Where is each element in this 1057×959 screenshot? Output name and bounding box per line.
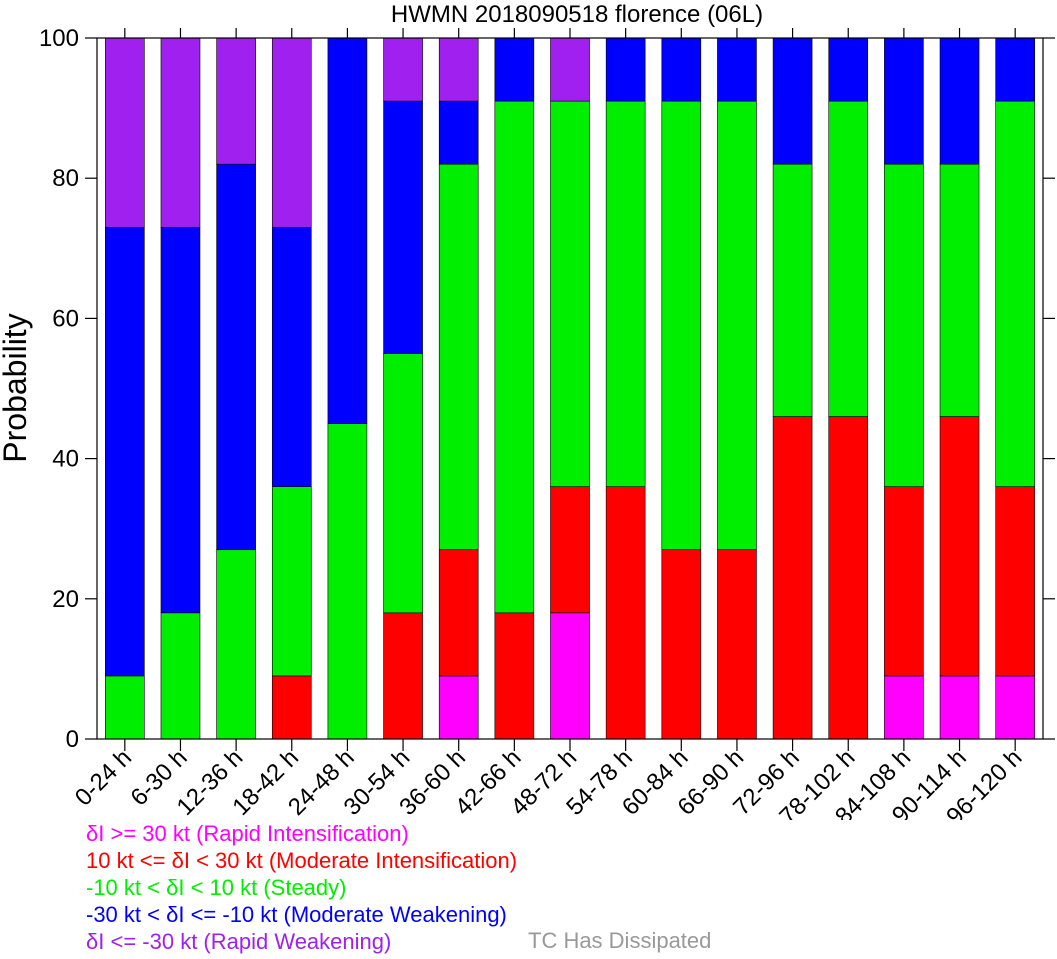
bar-segment-mw-11 <box>717 37 757 102</box>
bar-segment-mw-14 <box>884 37 924 165</box>
bar-segment-st-6 <box>438 163 479 551</box>
bar-segment-mw-13 <box>828 37 869 102</box>
bar-segment-st-2 <box>216 549 256 740</box>
bar-segment-ri-16 <box>995 675 1035 740</box>
bar-segment-rw-1 <box>160 37 201 228</box>
bar-segment-mi-6 <box>438 549 479 677</box>
bar-segment-mw-10 <box>661 37 702 102</box>
bar-segment-mw-3 <box>271 226 312 487</box>
bar-segment-mi-11 <box>717 549 757 740</box>
bar-segment-mw-0 <box>105 226 145 677</box>
legend: δI >= 30 kt (Rapid Intensification) 10 k… <box>86 820 517 955</box>
bar-segment-mw-15 <box>939 37 980 165</box>
legend-moderate-intensification: 10 kt <= δI < 30 kt (Moderate Intensific… <box>86 848 518 873</box>
bar-segment-st-16 <box>995 100 1035 487</box>
bar-segment-mi-10 <box>661 549 702 740</box>
bar-segment-rw-3 <box>271 37 312 228</box>
bar-segment-mi-9 <box>605 486 646 740</box>
y-tick-label-40: 40 <box>52 446 79 473</box>
bar-segment-ri-14 <box>884 675 924 740</box>
y-tick-label-0: 0 <box>66 726 79 753</box>
bar-segment-st-15 <box>939 163 980 417</box>
bar-segment-st-0 <box>105 675 145 740</box>
legend-tc-dissipated: TC Has Dissipated <box>528 928 712 953</box>
bar-segment-rw-6 <box>438 37 479 102</box>
bar-segment-st-13 <box>828 100 869 417</box>
bar-segment-mw-16 <box>995 37 1035 102</box>
x-tick-label-0: 0-24 h <box>70 744 137 811</box>
bar-segment-st-7 <box>494 100 535 614</box>
legend-steady: -10 kt < δI < 10 kt (Steady) <box>86 875 347 900</box>
bar-segment-mw-5 <box>383 100 423 354</box>
bar-segment-mw-6 <box>438 100 479 165</box>
y-tick-label-80: 80 <box>52 165 79 192</box>
bar-segment-mi-13 <box>828 416 869 740</box>
bar-segment-mi-14 <box>884 486 924 677</box>
bar-segment-rw-2 <box>216 37 256 165</box>
y-axis-label: Probability <box>0 313 33 462</box>
chart: HWMN 2018090518 florence (06L) Probabili… <box>0 1 1055 820</box>
bar-segment-rw-0 <box>105 37 145 228</box>
bar-segment-st-8 <box>550 100 590 487</box>
legend-moderate-weakening: -30 kt < δI <= -10 kt (Moderate Weakenin… <box>86 902 507 927</box>
bar-segment-st-1 <box>160 612 201 740</box>
bars-group <box>105 37 1035 740</box>
bar-segment-mw-2 <box>216 163 256 551</box>
bar-segment-mw-7 <box>494 37 535 102</box>
bar-segment-st-9 <box>605 100 646 487</box>
bar-segment-st-14 <box>884 163 924 487</box>
bar-segment-st-12 <box>772 163 813 417</box>
bar-segment-ri-15 <box>939 675 980 740</box>
y-tick-label-100: 100 <box>39 25 79 52</box>
legend-rapid-weakening: δI <= -30 kt (Rapid Weakening) <box>86 929 392 954</box>
y-tick-label-60: 60 <box>52 305 79 332</box>
bar-segment-mw-1 <box>160 226 201 614</box>
bar-segment-ri-6 <box>438 675 479 740</box>
legend-rapid-intensification: δI >= 30 kt (Rapid Intensification) <box>86 821 409 846</box>
bar-segment-mw-4 <box>327 37 368 424</box>
bar-segment-mw-9 <box>605 37 646 102</box>
bar-segment-mi-12 <box>772 416 813 740</box>
bar-segment-st-11 <box>717 100 757 551</box>
bar-segment-rw-8 <box>550 37 590 102</box>
bar-segment-mi-16 <box>995 486 1035 677</box>
bar-segment-mi-3 <box>271 675 312 740</box>
bar-segment-st-4 <box>327 423 368 740</box>
bar-segment-rw-5 <box>383 37 423 102</box>
chart-title: HWMN 2018090518 florence (06L) <box>391 1 763 28</box>
bar-segment-mi-8 <box>550 486 590 614</box>
bar-segment-st-10 <box>661 100 702 551</box>
bar-segment-mi-7 <box>494 612 535 740</box>
bar-segment-st-3 <box>271 486 312 677</box>
bar-segment-mi-5 <box>383 612 423 740</box>
bar-segment-mi-15 <box>939 416 980 677</box>
bar-segment-ri-8 <box>550 612 590 740</box>
bar-segment-st-5 <box>383 353 423 614</box>
bar-segment-mw-12 <box>772 37 813 165</box>
y-tick-label-20: 20 <box>52 586 79 613</box>
